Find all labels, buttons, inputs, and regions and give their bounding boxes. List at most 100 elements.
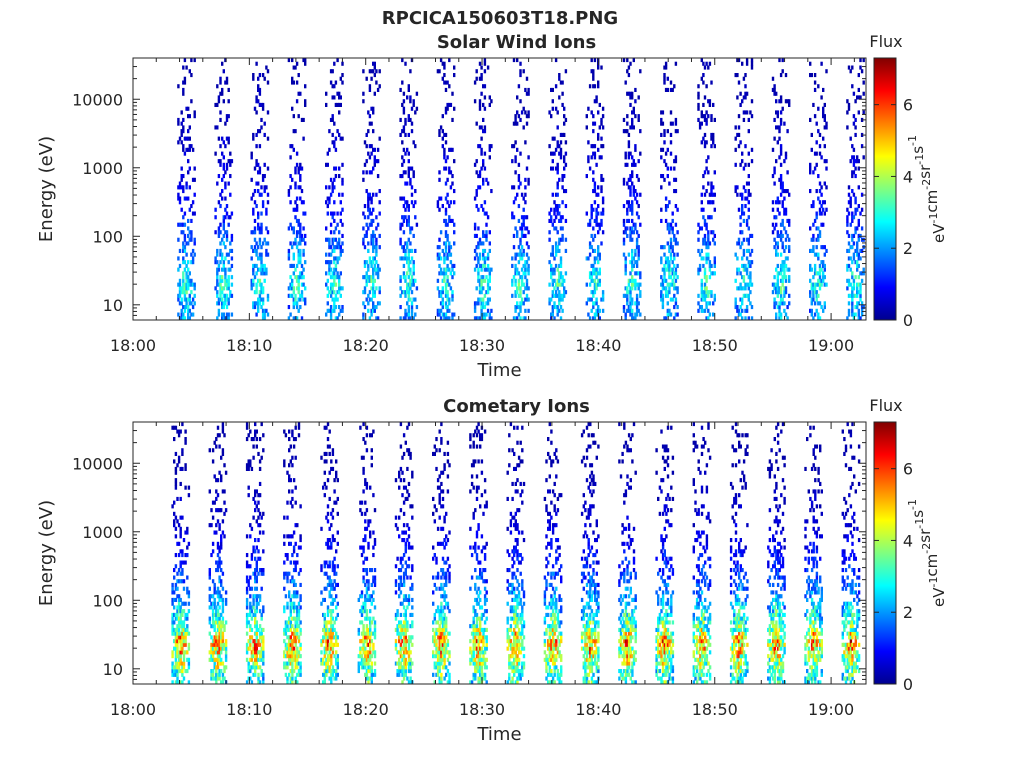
spectrogram-cell <box>221 605 225 610</box>
spectrogram-cell <box>250 605 254 610</box>
spectrogram-cell <box>219 117 222 122</box>
spectrogram-cell <box>370 170 373 175</box>
spectrogram-cell <box>409 166 412 171</box>
spectrogram-cell <box>852 170 856 175</box>
spectrogram-cell <box>299 631 302 636</box>
spectrogram-cell <box>360 500 364 505</box>
spectrogram-cell <box>245 586 249 591</box>
spectrogram-cell <box>519 256 522 261</box>
spectrogram-cell <box>776 305 779 310</box>
spectrogram-cell <box>250 616 254 621</box>
spectrogram-cell <box>668 312 671 317</box>
spectrogram-cell <box>260 226 263 231</box>
spectrogram-cell <box>703 290 707 295</box>
spectrogram-cell <box>702 80 705 85</box>
spectrogram-cell <box>333 237 336 242</box>
spectrogram-cell <box>846 248 849 253</box>
spectrogram-cell <box>372 147 375 152</box>
spectrogram-cell <box>854 166 857 171</box>
spectrogram-cell <box>668 286 671 291</box>
spectrogram-cell <box>341 162 344 167</box>
spectrogram-cell <box>258 144 262 149</box>
spectrogram-cell <box>325 260 328 265</box>
spectrogram-cell <box>783 290 786 295</box>
spectrogram-cell <box>409 260 412 265</box>
spectrogram-cell <box>444 282 448 287</box>
spectrogram-cell <box>320 657 323 662</box>
spectrogram-cell <box>357 627 360 632</box>
spectrogram-cell <box>188 301 191 306</box>
spectrogram-cell <box>325 560 328 565</box>
spectrogram-cell <box>436 286 440 291</box>
spectrogram-cell <box>187 609 191 614</box>
spectrogram-cell <box>257 211 260 216</box>
spectrogram-cell <box>257 267 260 272</box>
spectrogram-cell <box>660 290 663 295</box>
spectrogram-cell <box>338 312 341 317</box>
spectrogram-cell <box>174 564 178 569</box>
spectrogram-cell <box>749 271 752 276</box>
spectrogram-cell <box>443 147 446 152</box>
spectrogram-cell <box>817 301 820 306</box>
spectrogram-cell <box>750 147 754 152</box>
spectrogram-cell <box>180 207 183 212</box>
spectrogram-cell <box>341 177 344 182</box>
spectrogram-cell <box>674 241 678 246</box>
spectrogram-cell <box>216 102 219 107</box>
spectrogram-cell <box>517 312 521 317</box>
spectrogram-cell <box>225 278 229 283</box>
spectrogram-cell <box>663 267 666 272</box>
spectrogram-cell <box>223 463 226 468</box>
spectrogram-cell <box>561 177 564 182</box>
spectrogram-cell <box>739 245 742 250</box>
spectrogram-cell <box>304 102 307 107</box>
spectrogram-cell <box>370 312 373 317</box>
spectrogram-cell <box>302 211 305 216</box>
spectrogram-cell <box>363 140 367 145</box>
spectrogram-cell <box>444 159 448 164</box>
spectrogram-cell <box>597 245 600 250</box>
spectrogram-cell <box>265 271 268 276</box>
spectrogram-cell <box>739 271 742 276</box>
spectrogram-cell <box>257 278 260 283</box>
spectrogram-cell <box>860 305 864 310</box>
spectrogram-cell <box>187 601 191 606</box>
spectrogram-cell <box>556 170 559 175</box>
spectrogram-cell <box>561 185 564 190</box>
spectrogram-cell <box>707 241 710 246</box>
spectrogram-cell <box>328 582 331 587</box>
spectrogram-cell <box>705 275 708 280</box>
spectrogram-cell <box>370 69 373 74</box>
spectrogram-cell <box>407 159 410 164</box>
spectrogram-cell <box>637 282 640 287</box>
spectrogram-cell <box>734 185 737 190</box>
spectrogram-cell <box>519 308 522 313</box>
spectrogram-cell <box>213 642 216 647</box>
spectrogram-cell <box>592 151 595 156</box>
spectrogram-cell <box>660 132 663 137</box>
spectrogram-cell <box>336 601 339 606</box>
spectrogram-cell <box>817 196 820 201</box>
spectrogram-cell <box>553 207 556 212</box>
spectrogram-cell <box>595 312 598 317</box>
spectrogram-cell <box>181 669 184 674</box>
spectrogram-cell <box>666 290 669 295</box>
spectrogram-cell <box>404 275 407 280</box>
spectrogram-cell <box>329 252 333 257</box>
spectrogram-cell <box>249 624 252 629</box>
spectrogram-cell <box>631 200 634 205</box>
spectrogram-cell <box>438 312 441 317</box>
spectrogram-cell <box>255 665 258 670</box>
spectrogram-cell <box>669 140 673 145</box>
spectrogram-cell <box>300 316 304 321</box>
spectrogram-cell <box>857 312 860 317</box>
spectrogram-cell <box>334 80 338 85</box>
spectrogram-cell <box>788 275 791 280</box>
spectrogram-cell <box>326 286 329 291</box>
spectrogram-cell <box>404 290 407 295</box>
spectrogram-cell <box>219 241 222 246</box>
spectrogram-cell <box>482 278 485 283</box>
figure-title: RPCICA150603T18.PNG <box>382 8 618 29</box>
spectrogram-cell <box>368 121 372 126</box>
spectrogram-cell <box>330 541 333 546</box>
